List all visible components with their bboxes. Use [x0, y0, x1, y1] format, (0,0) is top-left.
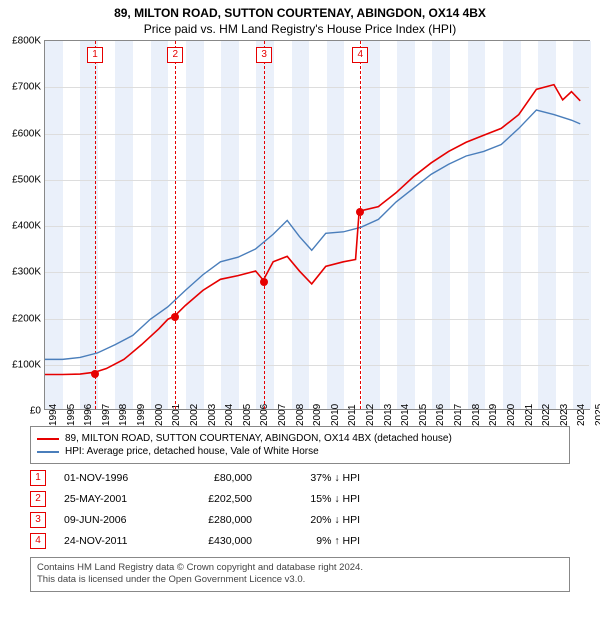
table-pct: 15% ↓ HPI: [270, 493, 360, 505]
table-date: 24-NOV-2011: [64, 535, 154, 547]
hpi-line: [45, 110, 580, 359]
table-date: 09-JUN-2006: [64, 514, 154, 526]
y-axis-label: £500K: [1, 174, 41, 185]
table-marker-box: 4: [30, 533, 46, 549]
y-axis-label: £400K: [1, 221, 41, 232]
y-axis-label: £700K: [1, 82, 41, 93]
footer-line: This data is licensed under the Open Gov…: [37, 574, 563, 586]
chart-title: 89, MILTON ROAD, SUTTON COURTENAY, ABING…: [0, 0, 600, 20]
x-axis-label: 2025: [594, 404, 600, 426]
footer-line: Contains HM Land Registry data © Crown c…: [37, 562, 563, 574]
table-date: 25-MAY-2001: [64, 493, 154, 505]
legend-item: HPI: Average price, detached house, Vale…: [37, 446, 563, 457]
legend: 89, MILTON ROAD, SUTTON COURTENAY, ABING…: [30, 426, 570, 464]
table-marker-box: 2: [30, 491, 46, 507]
table-price: £280,000: [172, 514, 252, 526]
y-axis-label: £0: [1, 406, 41, 417]
table-marker-box: 1: [30, 470, 46, 486]
table-pct: 37% ↓ HPI: [270, 472, 360, 484]
legend-swatch: [37, 451, 59, 453]
y-axis-label: £600K: [1, 128, 41, 139]
legend-label: 89, MILTON ROAD, SUTTON COURTENAY, ABING…: [65, 433, 452, 444]
legend-label: HPI: Average price, detached house, Vale…: [65, 446, 319, 457]
table-row: 1 01-NOV-1996 £80,000 37% ↓ HPI: [30, 470, 570, 486]
chart-subtitle: Price paid vs. HM Land Registry's House …: [0, 20, 600, 40]
table-date: 01-NOV-1996: [64, 472, 154, 484]
y-axis-label: £100K: [1, 359, 41, 370]
table-row: 3 09-JUN-2006 £280,000 20% ↓ HPI: [30, 512, 570, 528]
legend-swatch: [37, 438, 59, 440]
price-chart: £0£100K£200K£300K£400K£500K£600K£700K£80…: [44, 40, 590, 410]
table-price: £202,500: [172, 493, 252, 505]
table-pct: 20% ↓ HPI: [270, 514, 360, 526]
transactions-table: 1 01-NOV-1996 £80,000 37% ↓ HPI 2 25-MAY-2001…: [30, 470, 570, 549]
table-pct: 9% ↑ HPI: [270, 535, 360, 547]
property-line: [45, 85, 580, 375]
footer-licence: Contains HM Land Registry data © Crown c…: [30, 557, 570, 592]
table-row: 4 24-NOV-2011 £430,000 9% ↑ HPI: [30, 533, 570, 549]
y-axis-label: £300K: [1, 267, 41, 278]
legend-item: 89, MILTON ROAD, SUTTON COURTENAY, ABING…: [37, 433, 563, 444]
y-axis-label: £200K: [1, 313, 41, 324]
table-row: 2 25-MAY-2001 £202,500 15% ↓ HPI: [30, 491, 570, 507]
table-marker-box: 3: [30, 512, 46, 528]
table-price: £80,000: [172, 472, 252, 484]
y-axis-label: £800K: [1, 36, 41, 47]
table-price: £430,000: [172, 535, 252, 547]
